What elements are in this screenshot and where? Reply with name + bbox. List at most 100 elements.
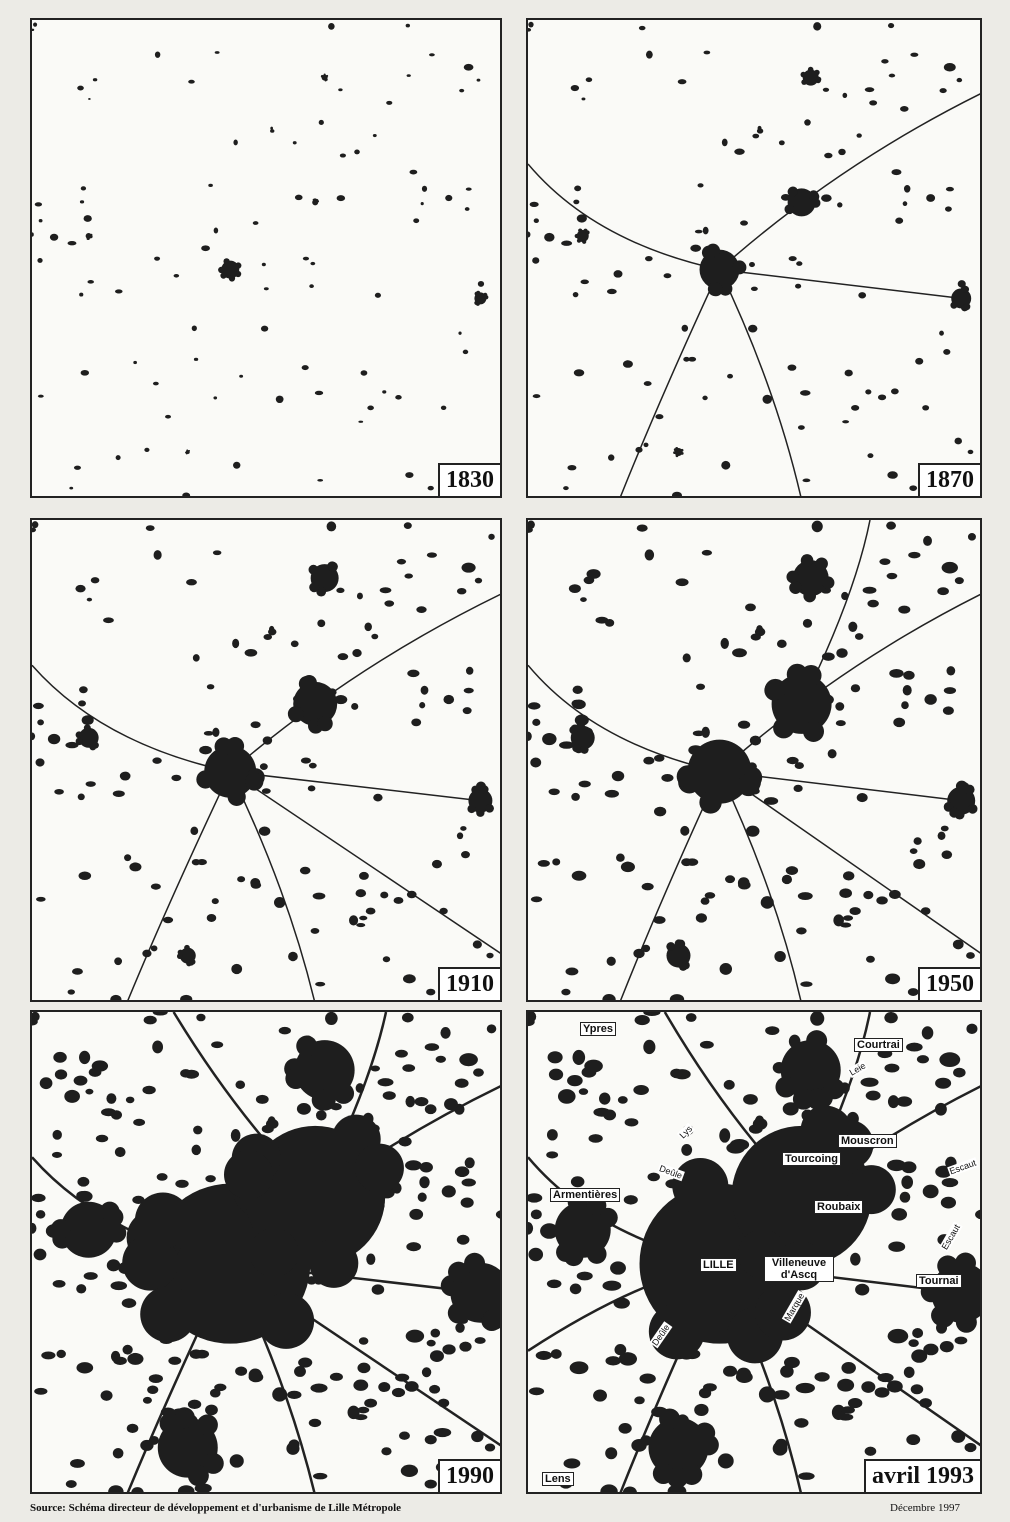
village [237, 876, 246, 883]
town [775, 1076, 797, 1098]
village [145, 525, 155, 531]
village [270, 129, 275, 133]
town [245, 772, 264, 791]
village [318, 119, 324, 125]
village [312, 892, 326, 900]
village [454, 1078, 469, 1088]
village [310, 928, 320, 934]
village [781, 874, 793, 885]
village [681, 1143, 693, 1156]
village [570, 1176, 585, 1188]
village [785, 866, 799, 875]
village [463, 63, 474, 71]
town [572, 743, 581, 753]
town [188, 449, 190, 452]
village [429, 53, 435, 57]
village [426, 552, 437, 558]
village [614, 1344, 627, 1356]
village [444, 1098, 458, 1111]
village [124, 854, 132, 862]
village [32, 527, 37, 533]
village [901, 1161, 917, 1174]
town [85, 233, 92, 239]
road [719, 93, 980, 271]
town [314, 198, 317, 201]
village [940, 825, 949, 832]
village [528, 702, 541, 710]
village [922, 1184, 939, 1199]
town [807, 66, 814, 73]
town [196, 1414, 218, 1436]
village [115, 455, 121, 461]
town [224, 1150, 274, 1200]
village [644, 549, 655, 561]
town [189, 959, 196, 965]
village [420, 202, 424, 206]
village [201, 245, 210, 252]
village [329, 1372, 343, 1381]
year-label: 1950 [918, 967, 980, 1000]
village [445, 194, 453, 202]
town [327, 561, 338, 572]
village [570, 84, 580, 92]
village [903, 185, 911, 193]
village [886, 1380, 903, 1393]
village [535, 1350, 552, 1360]
village [263, 287, 269, 291]
village [336, 587, 345, 594]
village [727, 373, 733, 379]
village [430, 1328, 441, 1338]
town [326, 74, 329, 77]
village [569, 1283, 582, 1295]
village [142, 1085, 156, 1095]
village [565, 967, 579, 976]
village [924, 694, 937, 705]
town [177, 949, 184, 956]
town [821, 576, 835, 590]
village [421, 185, 428, 192]
village [270, 126, 273, 130]
village [887, 1328, 909, 1344]
village [83, 215, 92, 222]
place-label: Roubaix [814, 1200, 864, 1214]
village [945, 186, 954, 192]
village [736, 1367, 752, 1382]
village [190, 826, 199, 836]
town [648, 1303, 705, 1360]
village [314, 390, 324, 396]
village [529, 201, 539, 208]
village [528, 21, 534, 28]
year-label: 1870 [918, 463, 980, 496]
town [967, 803, 978, 814]
village [180, 1069, 192, 1078]
village [250, 721, 261, 729]
village [528, 1222, 534, 1235]
village [617, 1096, 628, 1104]
village [76, 1362, 94, 1374]
village [863, 890, 874, 900]
town [800, 71, 807, 78]
village [367, 405, 374, 411]
village [605, 1447, 618, 1460]
village [196, 859, 207, 866]
village [426, 1339, 436, 1347]
village [439, 907, 448, 915]
village [355, 1083, 365, 1093]
village [837, 1378, 855, 1392]
village [205, 1175, 216, 1183]
village [402, 1064, 416, 1072]
village [573, 369, 585, 377]
town [800, 554, 814, 567]
village [429, 1384, 441, 1394]
village [371, 1284, 385, 1295]
village [32, 1012, 40, 1022]
year-label: 1910 [438, 967, 500, 1000]
village [703, 50, 711, 55]
village [288, 1439, 300, 1450]
village [187, 1399, 202, 1410]
town [448, 1261, 470, 1283]
village [548, 1068, 564, 1081]
place-label: Lens [542, 1472, 574, 1486]
village [773, 1390, 790, 1400]
village [851, 404, 860, 411]
